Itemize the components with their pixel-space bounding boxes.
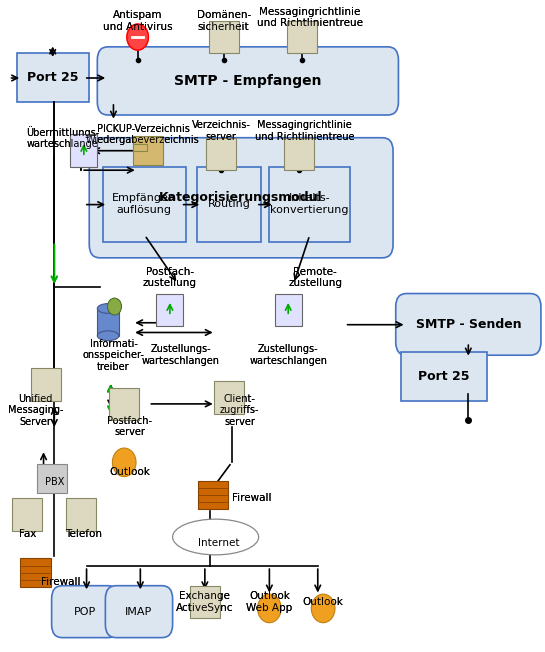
Text: Verzeichnis-
server: Verzeichnis- server: [191, 121, 250, 142]
Text: Port 25: Port 25: [27, 71, 78, 84]
Text: Informati-
onsspeicher-
treiber: Informati- onsspeicher- treiber: [82, 338, 144, 372]
FancyBboxPatch shape: [20, 558, 51, 587]
FancyBboxPatch shape: [98, 308, 119, 336]
Text: POP: POP: [74, 606, 96, 617]
Ellipse shape: [173, 519, 259, 555]
FancyBboxPatch shape: [89, 138, 393, 258]
Text: Antispam
und Antivirus: Antispam und Antivirus: [103, 10, 172, 32]
Text: Postfach-
server: Postfach- server: [107, 416, 152, 437]
Text: Client-
zugriffs-
server: Client- zugriffs- server: [220, 394, 259, 427]
Text: Antispam
und Antivirus: Antispam und Antivirus: [103, 10, 172, 32]
Text: Outlook
Web App: Outlook Web App: [246, 591, 293, 613]
FancyBboxPatch shape: [134, 144, 147, 151]
Text: Outlook: Outlook: [302, 597, 343, 607]
Text: Zustellungs-
warteschlangen: Zustellungs- warteschlangen: [142, 344, 220, 366]
FancyBboxPatch shape: [206, 138, 236, 170]
Text: Zustellungs-
warteschlangen: Zustellungs- warteschlangen: [249, 344, 327, 366]
FancyBboxPatch shape: [287, 21, 317, 53]
FancyBboxPatch shape: [98, 47, 398, 115]
Text: Inhalts-
konvertierung: Inhalts- konvertierung: [270, 194, 349, 215]
Text: Firewall: Firewall: [232, 493, 271, 503]
Text: Routing: Routing: [208, 200, 251, 209]
FancyBboxPatch shape: [109, 388, 140, 420]
Text: Zustellungs-
warteschlangen: Zustellungs- warteschlangen: [249, 344, 327, 366]
Text: Verzeichnis-
server: Verzeichnis- server: [191, 121, 250, 142]
Text: PICKUP-Verzeichnis
Wiedergabeverzeichnis: PICKUP-Verzeichnis Wiedergabeverzeichnis: [86, 124, 200, 145]
Text: Domänen-
sicherheit: Domänen- sicherheit: [197, 10, 251, 32]
Ellipse shape: [98, 331, 119, 340]
Circle shape: [107, 298, 122, 315]
FancyBboxPatch shape: [198, 481, 228, 509]
Text: Firewall: Firewall: [41, 578, 80, 587]
FancyBboxPatch shape: [134, 136, 164, 165]
FancyBboxPatch shape: [197, 167, 261, 242]
Text: Outlook: Outlook: [302, 597, 343, 607]
FancyBboxPatch shape: [284, 138, 314, 170]
Text: PICKUP-Verzeichnis
Wiedergabeverzeichnis: PICKUP-Verzeichnis Wiedergabeverzeichnis: [86, 124, 200, 145]
Text: Unified
Messaging-
Server: Unified Messaging- Server: [8, 394, 63, 427]
Text: Firewall: Firewall: [41, 578, 80, 587]
Text: Messagingrichtlinie
und Richtlinientreue: Messagingrichtlinie und Richtlinientreue: [255, 121, 354, 142]
Text: Outlook: Outlook: [109, 467, 150, 477]
Circle shape: [127, 24, 148, 50]
Text: Empfänger-
auflösung: Empfänger- auflösung: [112, 194, 177, 215]
Text: Messagingrichtlinie
und Richtlinientreue: Messagingrichtlinie und Richtlinientreue: [257, 7, 363, 29]
Text: Firewall: Firewall: [232, 493, 271, 503]
FancyBboxPatch shape: [401, 352, 487, 401]
Text: Postfach-
zustellung: Postfach- zustellung: [143, 267, 197, 288]
Text: Übermittlungs-
warteschlange: Übermittlungs- warteschlange: [26, 126, 99, 149]
FancyBboxPatch shape: [31, 368, 61, 401]
Text: Remote-
zustellung: Remote- zustellung: [288, 267, 342, 288]
Text: Telefon: Telefon: [65, 529, 102, 539]
Text: Domänen-
sicherheit: Domänen- sicherheit: [197, 10, 251, 32]
FancyBboxPatch shape: [156, 293, 183, 326]
FancyBboxPatch shape: [275, 293, 301, 326]
FancyBboxPatch shape: [105, 585, 173, 638]
FancyBboxPatch shape: [214, 381, 244, 413]
FancyBboxPatch shape: [102, 167, 186, 242]
Text: Internet: Internet: [197, 539, 239, 548]
FancyBboxPatch shape: [269, 167, 350, 242]
Text: Fax: Fax: [19, 529, 36, 539]
FancyBboxPatch shape: [66, 498, 96, 531]
Text: Messagingrichtlinie
und Richtlinientreue: Messagingrichtlinie und Richtlinientreue: [255, 121, 354, 142]
Text: Telefon: Telefon: [65, 529, 102, 539]
Text: PBX: PBX: [45, 477, 64, 487]
Text: Postfach-
zustellung: Postfach- zustellung: [143, 267, 197, 288]
Text: Outlook: Outlook: [109, 467, 150, 477]
Text: Internet: Internet: [197, 539, 239, 548]
Circle shape: [311, 594, 335, 623]
FancyBboxPatch shape: [37, 464, 66, 493]
Text: SMTP - Empfangen: SMTP - Empfangen: [174, 74, 322, 88]
FancyBboxPatch shape: [52, 585, 119, 638]
FancyBboxPatch shape: [190, 585, 220, 618]
Circle shape: [258, 594, 281, 623]
Text: Exchange
ActiveSync: Exchange ActiveSync: [176, 591, 234, 613]
FancyBboxPatch shape: [70, 134, 98, 167]
Ellipse shape: [98, 304, 119, 314]
Text: PBX: PBX: [45, 477, 64, 487]
Text: Exchange
ActiveSync: Exchange ActiveSync: [176, 591, 234, 613]
Text: Port 25: Port 25: [419, 370, 470, 383]
Text: Client-
zugriffs-
server: Client- zugriffs- server: [220, 394, 259, 427]
Text: Outlook
Web App: Outlook Web App: [246, 591, 293, 613]
FancyBboxPatch shape: [396, 293, 541, 355]
Text: IMAP: IMAP: [125, 606, 153, 617]
Text: SMTP - Senden: SMTP - Senden: [415, 318, 521, 331]
Text: Unified
Messaging-
Server: Unified Messaging- Server: [8, 394, 63, 427]
FancyBboxPatch shape: [17, 53, 89, 102]
Circle shape: [112, 448, 136, 477]
Text: Postfach-
server: Postfach- server: [107, 416, 152, 437]
Text: Kategorisierungsmodul: Kategorisierungsmodul: [159, 191, 323, 204]
Text: Fax: Fax: [19, 529, 36, 539]
Text: Übermittlungs-
warteschlange: Übermittlungs- warteschlange: [26, 126, 99, 149]
Text: Zustellungs-
warteschlangen: Zustellungs- warteschlangen: [142, 344, 220, 366]
Text: Remote-
zustellung: Remote- zustellung: [288, 267, 342, 288]
FancyBboxPatch shape: [209, 21, 239, 53]
Text: Informati-
onsspeicher-
treiber: Informati- onsspeicher- treiber: [82, 338, 144, 372]
FancyBboxPatch shape: [13, 498, 43, 531]
Text: Messagingrichtlinie
und Richtlinientreue: Messagingrichtlinie und Richtlinientreue: [257, 7, 363, 29]
